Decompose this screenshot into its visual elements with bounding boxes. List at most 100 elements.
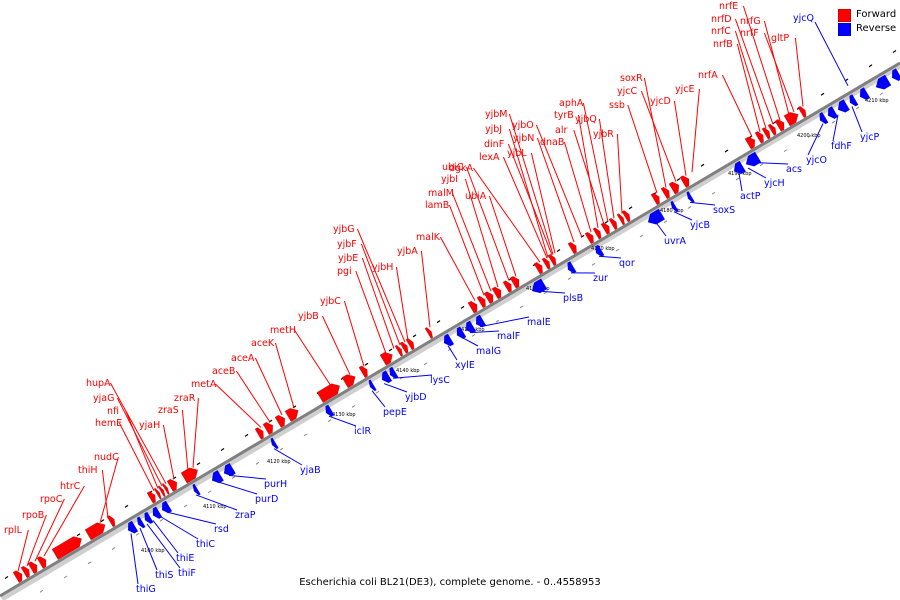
gene-label-reverse-thiF: thiF bbox=[178, 568, 196, 579]
axis-dash-lower bbox=[87, 561, 92, 565]
forward-gene-feature bbox=[262, 421, 274, 435]
label-leader bbox=[152, 520, 179, 554]
label-leader bbox=[535, 124, 583, 238]
reverse-gene-feature bbox=[849, 94, 859, 107]
label-leader bbox=[139, 527, 158, 571]
gene-label-forward-lexA: lexA bbox=[479, 152, 500, 163]
axis-dash-lower bbox=[759, 163, 764, 167]
label-leader bbox=[734, 18, 774, 125]
forward-gene-feature bbox=[767, 123, 777, 136]
gene-label-forward-yjbL: yjbL bbox=[507, 148, 527, 159]
forward-gene-feature bbox=[467, 300, 478, 314]
label-leader bbox=[195, 494, 238, 511]
gene-label-forward-nrfB: nrfB bbox=[713, 39, 733, 50]
label-leader bbox=[371, 390, 386, 408]
genome-caption: Escherichia coli BL21(DE3), complete gen… bbox=[299, 577, 601, 588]
gene-label-reverse-yjcO: yjcO bbox=[806, 155, 827, 166]
reverse-gene-feature bbox=[837, 99, 851, 113]
gene-label-reverse-yjcP: yjcP bbox=[860, 132, 879, 143]
gene-label-forward-nrfE: nrfE bbox=[719, 1, 738, 12]
genome-axis-shadow bbox=[0, 63, 900, 600]
gene-label-forward-metH: metH bbox=[270, 325, 296, 336]
label-leader bbox=[328, 415, 357, 427]
axis-tick-label: 4170 kbp bbox=[591, 246, 615, 252]
reverse-gene-feature bbox=[192, 483, 201, 496]
gene-label-forward-yjbE: yjbE bbox=[338, 253, 358, 264]
label-leader bbox=[479, 316, 530, 328]
forward-gene-feature bbox=[284, 407, 299, 422]
axis-dash-lower bbox=[711, 191, 716, 195]
gene-label-forward-alr: alr bbox=[555, 125, 567, 136]
label-leader bbox=[34, 498, 65, 562]
label-leader bbox=[763, 32, 795, 112]
forward-gene-feature bbox=[483, 291, 494, 305]
label-leader bbox=[273, 448, 303, 466]
gene-label-forward-yjbF: yjbF bbox=[337, 239, 357, 250]
legend-label-reverse: Reverse bbox=[856, 23, 897, 34]
gene-label-forward-yjbR: yjbR bbox=[593, 129, 614, 140]
forward-gene-feature bbox=[608, 217, 618, 231]
label-leader bbox=[451, 192, 492, 292]
reverse-gene-feature bbox=[381, 370, 393, 384]
label-leader bbox=[598, 255, 622, 259]
gene-label-forward-soxR: soxR bbox=[620, 73, 643, 84]
gene-label-reverse-xylE: xylE bbox=[455, 360, 475, 371]
axis-dash-upper bbox=[436, 320, 441, 324]
gene-label-reverse-malF: malF bbox=[497, 331, 520, 342]
gene-label-forward-nrfG: nrfG bbox=[740, 16, 761, 27]
gene-label-forward-ubiC: ubiC bbox=[442, 162, 464, 173]
label-leader bbox=[598, 118, 615, 219]
reverse-gene-feature bbox=[136, 516, 146, 529]
gene-label-forward-lamB: lamB bbox=[425, 200, 449, 211]
gene-label-forward-pgi: pgi bbox=[337, 266, 352, 277]
axis-dash-upper bbox=[556, 249, 561, 253]
gene-label-reverse-malE: malE bbox=[527, 317, 551, 328]
gene-label-reverse-qor: qor bbox=[619, 258, 635, 269]
axis-dash-lower bbox=[231, 476, 236, 479]
forward-gene-feature bbox=[491, 286, 502, 300]
gene-label-forward-aceB: aceB bbox=[212, 366, 235, 377]
label-leader bbox=[832, 114, 839, 142]
axis-dash-upper bbox=[364, 362, 369, 366]
label-leader bbox=[447, 345, 458, 361]
forward-gene-feature bbox=[533, 261, 543, 275]
gene-label-forward-nrfC: nrfC bbox=[711, 26, 731, 37]
forward-gene-feature bbox=[509, 275, 520, 289]
label-leader bbox=[361, 257, 395, 349]
label-leader bbox=[851, 106, 863, 133]
gene-label-forward-yjbH: yjbH bbox=[372, 262, 393, 273]
gene-label-forward-nrfF: nrfF bbox=[740, 28, 759, 39]
axis-dash-upper bbox=[244, 433, 249, 437]
axis-dash-upper bbox=[124, 504, 129, 508]
label-leader bbox=[734, 30, 767, 129]
gene-label-reverse-rsd: rsd bbox=[214, 524, 229, 535]
axis-dash-upper bbox=[220, 448, 225, 452]
gene-features bbox=[12, 68, 900, 584]
forward-gene-feature bbox=[341, 374, 356, 389]
label-leader bbox=[321, 315, 351, 375]
reverse-gene-feature bbox=[733, 160, 747, 175]
label-leader bbox=[439, 236, 476, 301]
gene-label-reverse-plsB: plsB bbox=[563, 293, 583, 304]
forward-gene-feature bbox=[774, 119, 785, 132]
gene-label-forward-aceK: aceK bbox=[251, 338, 275, 349]
label-leader bbox=[392, 374, 433, 379]
axis-dash-upper bbox=[412, 334, 417, 338]
axis-dash-lower bbox=[663, 220, 668, 224]
gene-label-forward-yjcE: yjcE bbox=[675, 84, 695, 95]
gene-label-reverse-yjaB: yjaB bbox=[300, 465, 321, 476]
gene-label-reverse-yjbD: yjbD bbox=[405, 392, 427, 403]
forward-gene-feature bbox=[502, 280, 512, 293]
gene-label-reverse-acs: acs bbox=[786, 164, 802, 175]
label-leader bbox=[640, 90, 677, 182]
reverse-gene-feature bbox=[819, 111, 829, 125]
genome-axis bbox=[0, 61, 900, 598]
label-leader bbox=[673, 100, 687, 176]
gene-label-reverse-thiG: thiG bbox=[136, 584, 156, 595]
label-leader bbox=[217, 481, 258, 495]
axis-tick-label: 4210 kbp bbox=[865, 98, 889, 104]
axis-dash-lower bbox=[879, 92, 884, 96]
label-leader bbox=[807, 123, 824, 156]
forward-gene-feature bbox=[157, 485, 166, 498]
